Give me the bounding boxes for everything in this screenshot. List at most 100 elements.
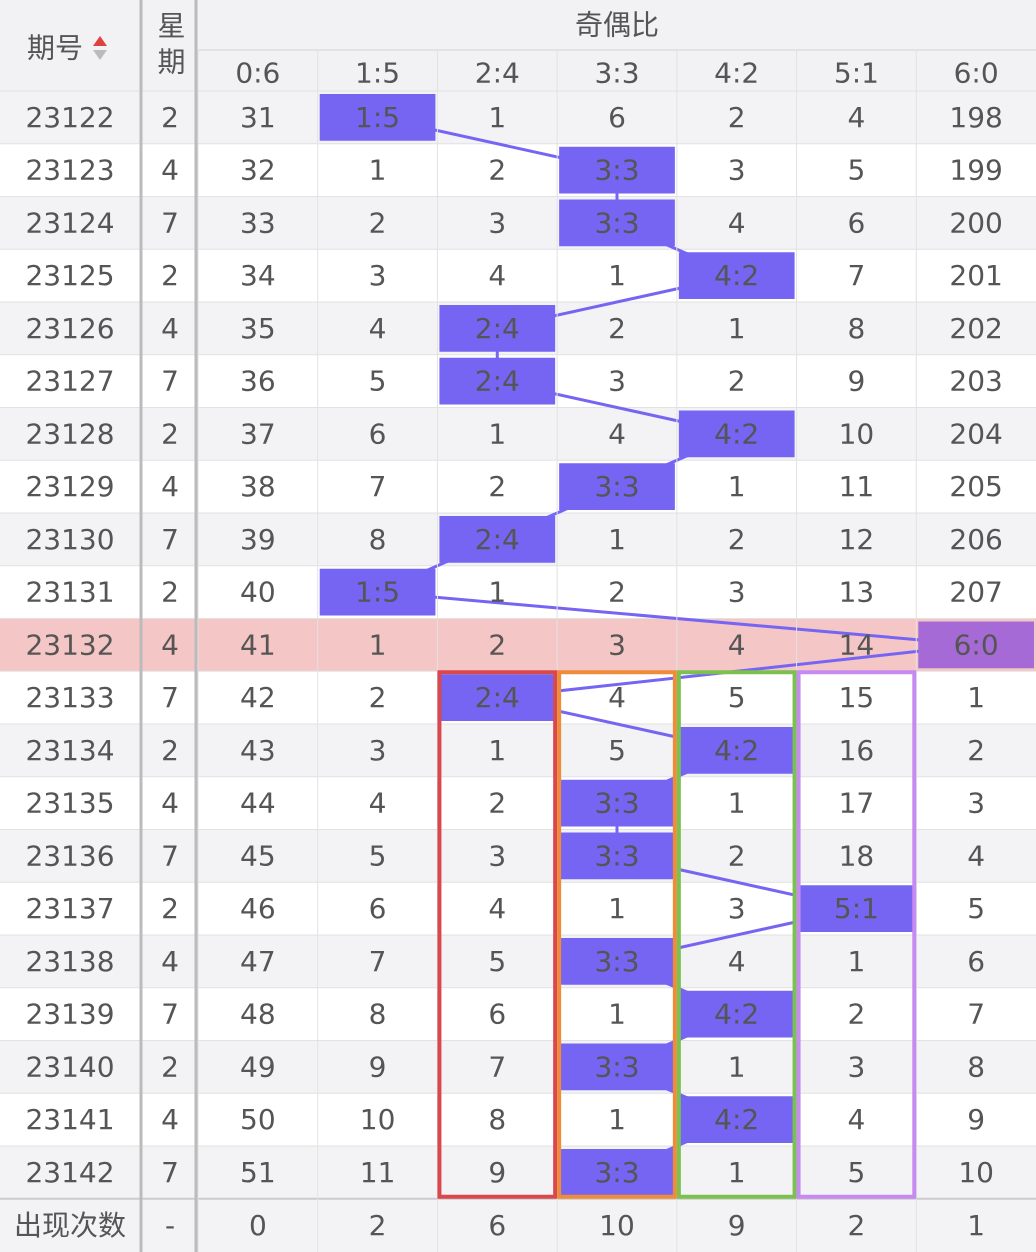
miss-count: 5 (608, 734, 626, 767)
miss-count: 199 (949, 154, 1002, 187)
miss-count: 1 (488, 734, 506, 767)
miss-count: 8 (488, 1103, 506, 1136)
miss-count: 4 (848, 101, 866, 134)
miss-count: 9 (967, 1103, 985, 1136)
miss-count: 10 (958, 1156, 994, 1189)
miss-count: 1 (608, 998, 626, 1031)
footer-bg (0, 1198, 1036, 1252)
miss-count: 40 (240, 576, 276, 609)
miss-count: 1 (608, 892, 626, 925)
hit-cell (678, 990, 795, 1038)
weekday: 4 (161, 1103, 179, 1136)
row-bg (0, 196, 1036, 250)
hit-cell (559, 463, 675, 510)
weekday: 4 (161, 787, 179, 820)
miss-count: 3 (848, 1050, 866, 1083)
selection-box (676, 670, 797, 1199)
footer-weekday: - (165, 1209, 175, 1242)
miss-count: 4 (728, 206, 746, 239)
header-bg (0, 0, 1036, 95)
miss-count: 6 (848, 206, 866, 239)
row-backgrounds (0, 90, 1036, 1199)
occurrence-count: 9 (728, 1209, 746, 1242)
miss-count: 11 (360, 1156, 396, 1189)
hit-label: 4:2 (714, 998, 759, 1031)
miss-count: 3 (488, 206, 506, 239)
miss-count: 37 (240, 417, 276, 450)
period: 23137 (25, 892, 114, 925)
miss-count: 11 (839, 470, 875, 503)
miss-count: 9 (848, 365, 866, 398)
hit-label: 3:3 (594, 945, 639, 978)
occurrence-count: 2 (848, 1209, 866, 1242)
miss-count: 1 (488, 417, 506, 450)
column-header: 4:2 (714, 57, 759, 90)
column-header: 2:4 (475, 57, 520, 90)
miss-count: 202 (949, 312, 1002, 345)
miss-count: 10 (360, 1103, 396, 1136)
row-bg (0, 143, 1036, 197)
miss-count: 1 (608, 523, 626, 556)
hit-label: 4:2 (714, 1103, 759, 1136)
hit-cell (559, 146, 675, 194)
miss-count: 1 (728, 1156, 746, 1189)
miss-count: 2 (369, 681, 387, 714)
period-header[interactable]: 期号 (27, 32, 83, 65)
hit-cell (559, 938, 675, 985)
miss-count: 7 (369, 470, 387, 503)
period: 23125 (25, 259, 114, 292)
miss-count: 1 (608, 259, 626, 292)
miss-count: 7 (488, 1050, 506, 1083)
miss-count: 41 (240, 628, 276, 661)
miss-count: 1 (488, 101, 506, 134)
period: 23133 (25, 681, 114, 714)
weekday: 7 (161, 523, 179, 556)
hit-cell (319, 94, 436, 141)
row-bg (0, 1040, 1036, 1094)
row-bg (0, 407, 1036, 461)
period: 23124 (25, 206, 114, 239)
period: 23126 (25, 312, 114, 345)
occurrence-count: 0 (249, 1209, 267, 1242)
miss-count: 33 (240, 206, 276, 239)
miss-count: 18 (839, 839, 875, 872)
miss-count: 4 (369, 787, 387, 820)
miss-count: 2 (608, 576, 626, 609)
miss-count: 32 (240, 154, 276, 187)
hit-cell (439, 357, 556, 405)
hit-cell (439, 305, 556, 352)
miss-count: 5 (848, 154, 866, 187)
miss-count: 8 (967, 1050, 985, 1083)
sort-down[interactable] (93, 50, 107, 60)
miss-count: 5 (848, 1156, 866, 1189)
miss-count: 9 (369, 1050, 387, 1083)
weekday: 7 (161, 681, 179, 714)
hit-cell (918, 621, 1034, 669)
hit-label: 3:3 (594, 470, 639, 503)
miss-count: 8 (369, 998, 387, 1031)
miss-count: 3 (608, 628, 626, 661)
sort-up[interactable] (93, 36, 107, 46)
miss-count: 44 (240, 787, 276, 820)
row-bg (0, 249, 1036, 302)
row-bg (0, 724, 1036, 777)
miss-count: 49 (240, 1050, 276, 1083)
miss-count: 5 (369, 839, 387, 872)
miss-count: 14 (839, 628, 875, 661)
miss-count: 45 (240, 839, 276, 872)
hit-label: 1:5 (355, 101, 400, 134)
column-header: 0:6 (235, 57, 280, 90)
miss-count: 2 (967, 734, 985, 767)
row-bg (0, 829, 1036, 883)
period: 23123 (25, 154, 114, 187)
miss-count: 15 (839, 681, 875, 714)
hit-label: 4:2 (714, 734, 759, 767)
miss-count: 1 (488, 576, 506, 609)
miss-count: 34 (240, 259, 276, 292)
hit-label: 2:4 (475, 312, 520, 345)
miss-count: 36 (240, 365, 276, 398)
hit-label: 2:4 (475, 681, 520, 714)
column-header: 6:0 (954, 57, 999, 90)
